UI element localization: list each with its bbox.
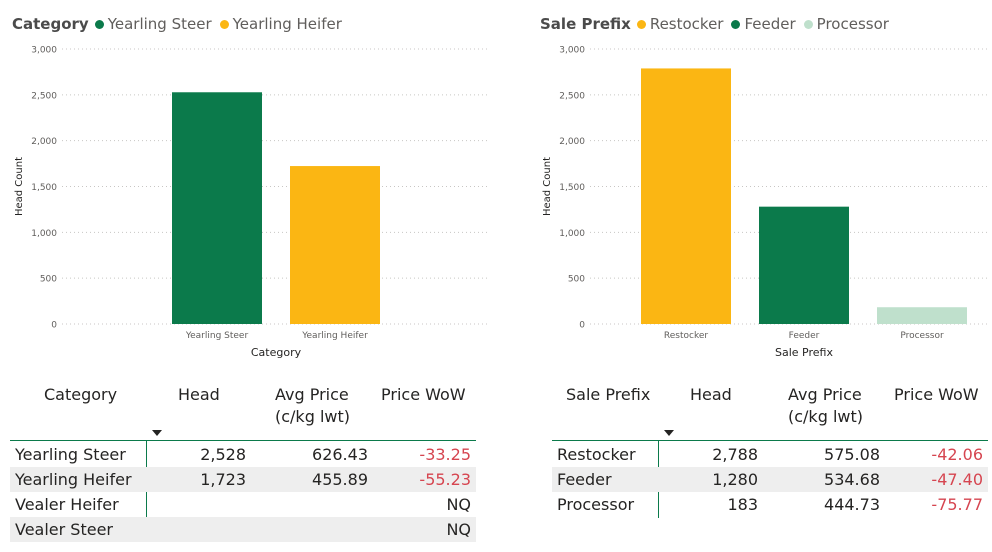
- cell-head: 2,788: [712, 445, 758, 464]
- cell-price-wow: NQ: [446, 520, 471, 539]
- y-tick-label: 500: [568, 275, 585, 285]
- y-tick-label: 1,500: [31, 183, 57, 193]
- legend-item-feeder[interactable]: Feeder: [731, 15, 796, 33]
- col-header-price-wow[interactable]: Price WoW: [894, 385, 979, 404]
- cell-price-wow: -47.40: [931, 470, 983, 489]
- cell-avg-price: 455.89: [312, 470, 368, 489]
- y-axis-title: Head Count: [542, 157, 553, 216]
- table-row[interactable]: Feeder 1,280 534.68 -47.40: [552, 467, 988, 492]
- cell-price-wow: -55.23: [419, 470, 471, 489]
- sale-prefix-table: Sale Prefix Head Avg Price (c/kg lwt) Pri…: [552, 378, 988, 528]
- x-axis-title: Category: [251, 346, 302, 359]
- y-tick-label: 3,000: [31, 46, 57, 56]
- legend-item-restocker[interactable]: Restocker: [636, 15, 724, 33]
- sort-desc-icon: [664, 430, 674, 436]
- cell-category: Yearling Steer: [15, 445, 126, 464]
- legend-label: Yearling Heifer: [232, 15, 342, 33]
- cell-head: 2,528: [200, 445, 246, 464]
- legend-item-processor[interactable]: Processor: [803, 15, 889, 33]
- col-header-avg-price[interactable]: Avg Price (c/kg lwt): [788, 385, 863, 426]
- category-chart-panel: Category Yearling Steer Yearling Heifer …: [0, 0, 496, 370]
- legend-label: Yearling Steer: [107, 15, 212, 33]
- cell-price-wow: -42.06: [931, 445, 983, 464]
- y-tick-label: 1,000: [31, 229, 57, 239]
- col-header-head[interactable]: Head: [178, 385, 220, 404]
- legend-dot-icon: [219, 19, 229, 29]
- cell-category: Vealer Heifer: [15, 495, 119, 514]
- category-bar-chart: 3,000 2,500 2,000 1,500 1,000 500 0 Yearling St…: [14, 46, 490, 359]
- cell-sale-prefix: Processor: [557, 495, 635, 514]
- y-tick-label: 1,000: [559, 229, 585, 239]
- category-legend: Category Yearling Steer Yearling Heifer: [12, 15, 350, 33]
- sale-prefix-chart-panel: Sale Prefix Restocker Feeder Processor 3…: [528, 0, 992, 370]
- y-tick-label: 2,000: [559, 137, 585, 147]
- table-row[interactable]: Yearling Heifer 1,723 455.89 -55.23: [10, 467, 476, 492]
- bar: [290, 166, 380, 324]
- table-row[interactable]: Processor 183 444.73 -75.77: [552, 492, 988, 517]
- legend-item-yearling-steer[interactable]: Yearling Steer: [94, 15, 212, 33]
- legend-label: Processor: [816, 15, 889, 33]
- col-header-avg-price[interactable]: Avg Price (c/kg lwt): [275, 385, 350, 426]
- cell-price-wow: -33.25: [419, 445, 471, 464]
- y-tick-label: 2,500: [559, 91, 585, 101]
- x-tick-label: Feeder: [789, 331, 820, 341]
- cell-price-wow: -75.77: [931, 495, 983, 514]
- cell-head: 1,723: [200, 470, 246, 489]
- cell-avg-price: 444.73: [824, 495, 880, 514]
- y-axis-title: Head Count: [14, 157, 25, 216]
- y-tick-label: 500: [40, 275, 57, 285]
- table-row[interactable]: Vealer Heifer NQ: [10, 492, 476, 517]
- legend-title: Category: [12, 15, 89, 33]
- cell-head: 183: [727, 495, 758, 514]
- cell-avg-price: 626.43: [312, 445, 368, 464]
- bar: [172, 92, 262, 325]
- table-row[interactable]: Yearling Steer 2,528 626.43 -33.25: [10, 442, 476, 467]
- x-tick-label: Processor: [900, 331, 944, 341]
- legend-item-yearling-heifer[interactable]: Yearling Heifer: [219, 15, 342, 33]
- legend-label: Feeder: [744, 15, 796, 33]
- y-tick-label: 2,000: [31, 137, 57, 147]
- y-tick-label: 1,500: [559, 183, 585, 193]
- legend-label: Restocker: [649, 15, 724, 33]
- sale-prefix-bar-chart: 3,000 2,500 2,000 1,500 1,000 500 0 Restocker Fe…: [542, 46, 988, 359]
- col-header-price-wow[interactable]: Price WoW: [381, 385, 466, 404]
- bar: [759, 206, 849, 324]
- y-tick-label: 0: [51, 321, 57, 331]
- y-tick-label: 0: [579, 321, 585, 331]
- cell-head: 1,280: [712, 470, 758, 489]
- x-axis-title: Sale Prefix: [775, 346, 833, 359]
- header-divider: [10, 440, 476, 441]
- cell-category: Yearling Heifer: [15, 470, 132, 489]
- sale-prefix-legend: Sale Prefix Restocker Feeder Processor: [540, 15, 897, 33]
- cell-avg-price: 534.68: [824, 470, 880, 489]
- x-tick-label: Yearling Steer: [185, 331, 249, 341]
- table-row[interactable]: Vealer Steer NQ: [10, 517, 476, 542]
- col-header-category[interactable]: Category: [44, 385, 118, 404]
- x-tick-label: Yearling Heifer: [301, 331, 368, 341]
- bar: [877, 307, 967, 324]
- table-header: Category Head Avg Price (c/kg lwt) Price …: [10, 378, 476, 438]
- y-tick-label: 3,000: [559, 46, 585, 56]
- legend-dot-icon: [636, 19, 646, 29]
- legend-dot-icon: [731, 19, 741, 29]
- cell-sale-prefix: Feeder: [557, 470, 612, 489]
- cell-sale-prefix: Restocker: [557, 445, 636, 464]
- cell-price-wow: NQ: [446, 495, 471, 514]
- header-divider: [552, 440, 988, 441]
- bar: [641, 68, 731, 324]
- cell-avg-price: 575.08: [824, 445, 880, 464]
- sort-desc-icon: [152, 430, 162, 436]
- cell-category: Vealer Steer: [15, 520, 113, 539]
- col-header-head[interactable]: Head: [690, 385, 732, 404]
- legend-title: Sale Prefix: [540, 15, 631, 33]
- legend-dot-icon: [803, 19, 813, 29]
- category-table: Category Head Avg Price (c/kg lwt) Price …: [10, 378, 476, 548]
- col-header-sale-prefix[interactable]: Sale Prefix: [566, 385, 651, 404]
- y-tick-label: 2,500: [31, 91, 57, 101]
- table-row[interactable]: Restocker 2,788 575.08 -42.06: [552, 442, 988, 467]
- legend-dot-icon: [94, 19, 104, 29]
- table-header: Sale Prefix Head Avg Price (c/kg lwt) Pri…: [552, 378, 988, 438]
- x-tick-label: Restocker: [664, 331, 708, 341]
